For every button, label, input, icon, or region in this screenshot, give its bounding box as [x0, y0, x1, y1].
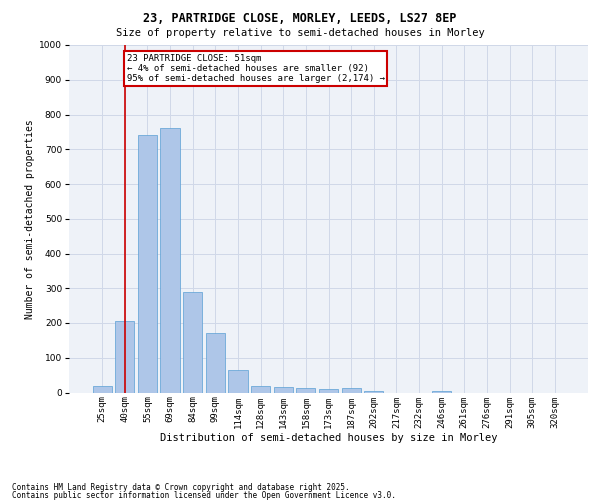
Bar [229, 370, 248, 392]
Bar [274, 388, 293, 392]
Text: Contains HM Land Registry data © Crown copyright and database right 2025.: Contains HM Land Registry data © Crown c… [12, 483, 350, 492]
Bar [364, 391, 383, 392]
Text: 23 PARTRIDGE CLOSE: 51sqm
← 4% of semi-detached houses are smaller (92)
95% of s: 23 PARTRIDGE CLOSE: 51sqm ← 4% of semi-d… [127, 54, 385, 84]
Bar [115, 322, 134, 392]
Bar [341, 388, 361, 392]
Bar [92, 386, 112, 392]
Bar [183, 292, 202, 392]
Text: Contains public sector information licensed under the Open Government Licence v3: Contains public sector information licen… [12, 492, 396, 500]
X-axis label: Distribution of semi-detached houses by size in Morley: Distribution of semi-detached houses by … [160, 433, 497, 443]
Bar [251, 386, 270, 392]
Bar [296, 388, 316, 392]
Bar [206, 334, 225, 392]
Bar [319, 389, 338, 392]
Text: Size of property relative to semi-detached houses in Morley: Size of property relative to semi-detach… [116, 28, 484, 38]
Text: 23, PARTRIDGE CLOSE, MORLEY, LEEDS, LS27 8EP: 23, PARTRIDGE CLOSE, MORLEY, LEEDS, LS27… [143, 12, 457, 26]
Bar [160, 128, 180, 392]
Bar [138, 136, 157, 392]
Y-axis label: Number of semi-detached properties: Number of semi-detached properties [25, 119, 35, 318]
Bar [432, 391, 451, 392]
